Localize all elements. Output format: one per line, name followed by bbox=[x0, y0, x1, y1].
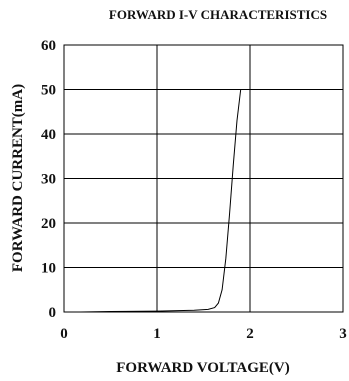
x-tick-label: 0 bbox=[60, 326, 68, 342]
series-line bbox=[80, 89, 242, 313]
y-tick-label: 20 bbox=[41, 216, 56, 232]
series-lines bbox=[80, 89, 242, 313]
x-tick-labels: 0 1 2 3 bbox=[60, 326, 347, 342]
y-tick-labels: 0 10 20 30 40 50 60 bbox=[41, 38, 56, 321]
y-axis-label: FORWARD CURRENT(mA) bbox=[10, 84, 26, 272]
x-tick-label: 2 bbox=[246, 326, 254, 342]
y-tick-label: 50 bbox=[41, 83, 56, 99]
x-tick-label: 3 bbox=[339, 326, 347, 342]
y-tick-label: 0 bbox=[49, 305, 57, 321]
plot-area bbox=[63, 44, 344, 313]
y-tick-label: 10 bbox=[41, 261, 56, 277]
x-axis-label: FORWARD VOLTAGE(V) bbox=[116, 360, 290, 376]
y-tick-label: 60 bbox=[41, 38, 56, 54]
y-tick-label: 30 bbox=[41, 172, 56, 188]
x-tick-label: 1 bbox=[153, 326, 161, 342]
y-tick-label: 40 bbox=[41, 127, 56, 143]
chart-title: FORWARD I-V CHARACTERISTICS bbox=[109, 7, 327, 22]
grid-lines bbox=[64, 45, 343, 312]
